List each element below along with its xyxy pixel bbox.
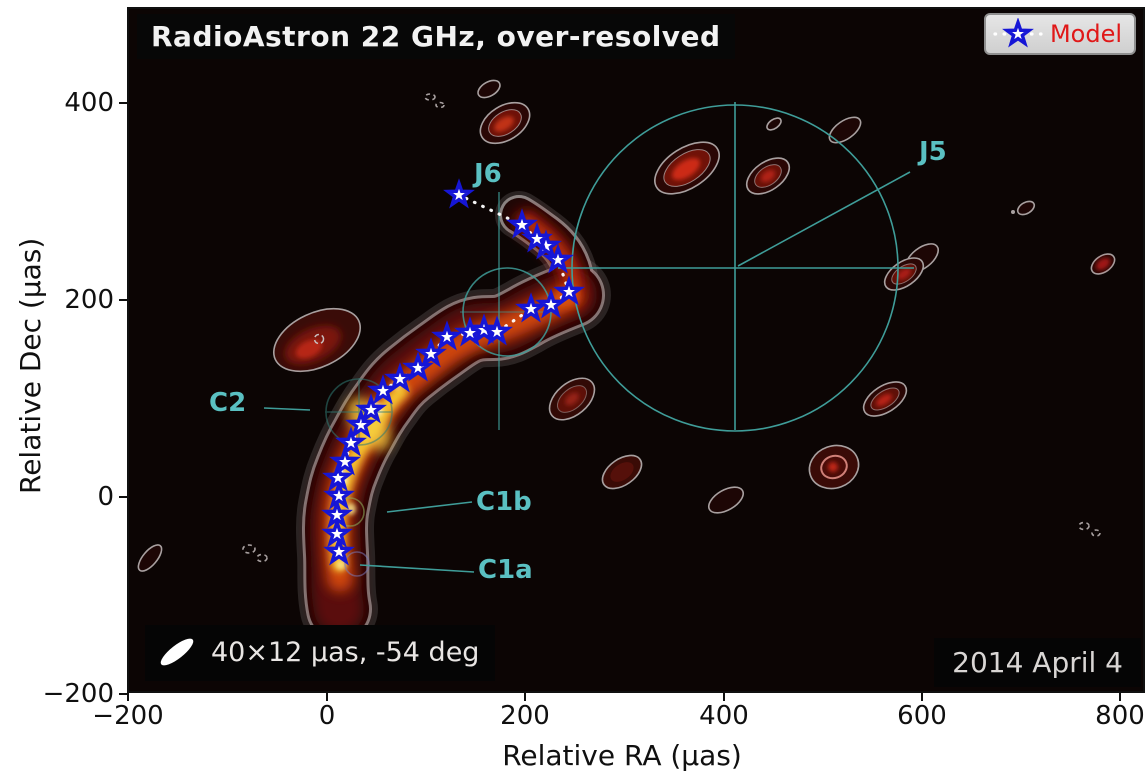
beam-label: 40×12 μas, -54 deg <box>211 636 480 668</box>
x-axis-title: Relative RA (μas) <box>502 739 742 772</box>
x-tick-label: 600 <box>897 701 947 731</box>
contour-blobs <box>137 79 1116 636</box>
y-tick <box>119 496 127 498</box>
c1a-leader-line <box>359 564 475 573</box>
map-title: RadioAstron 22 GHz, over-resolved <box>137 14 735 59</box>
y-tick-label: 400 <box>64 88 114 118</box>
beam-annotation: 40×12 μas, -54 deg <box>145 625 496 681</box>
label-c1a: C1a <box>478 555 533 585</box>
y-tick-label: 200 <box>64 285 114 315</box>
c2-leader-line <box>263 407 311 411</box>
x-tick-label: 800 <box>1095 701 1145 731</box>
x-tick-label: −200 <box>92 701 164 731</box>
x-tick-label: 0 <box>318 701 336 731</box>
plot-area: RadioAstron 22 GHz, over-resolved Model … <box>127 7 1145 693</box>
c1a-component-ring <box>344 551 370 577</box>
model-star <box>446 181 472 207</box>
y-tick <box>119 299 127 301</box>
x-tick-label: 400 <box>699 701 749 731</box>
radio-map-canvas <box>137 79 1116 648</box>
y-axis-title: Relative Dec (μas) <box>14 237 47 494</box>
y-tick-label: 0 <box>97 482 114 512</box>
x-tick <box>524 693 526 701</box>
legend-model-label: Model <box>1049 20 1122 48</box>
x-tick <box>1119 693 1121 701</box>
y-tick <box>119 102 127 104</box>
c1b-leader-line <box>386 501 473 513</box>
c2-component-ring <box>325 378 393 446</box>
label-c1b: C1b <box>476 487 532 517</box>
label-c2: C2 <box>209 388 247 418</box>
label-j5: J5 <box>919 137 947 167</box>
j6-region-circle <box>462 267 552 357</box>
y-tick-label: −200 <box>42 679 114 709</box>
legend-model-marker <box>993 20 1043 46</box>
epoch-label: 2014 April 4 <box>934 638 1141 687</box>
beam-ellipse-icon <box>160 638 194 666</box>
model-component-overlays <box>263 102 914 577</box>
legend-star-icon <box>1005 20 1031 46</box>
x-tick <box>723 693 725 701</box>
x-tick <box>326 693 328 701</box>
legend[interactable]: Model <box>983 13 1136 55</box>
x-tick-label: 200 <box>500 701 550 731</box>
label-j6: J6 <box>474 159 502 189</box>
x-tick <box>127 693 129 701</box>
j5-leader-line <box>737 171 911 267</box>
x-tick <box>921 693 923 701</box>
model-ridge <box>324 181 582 564</box>
y-tick <box>119 693 127 695</box>
